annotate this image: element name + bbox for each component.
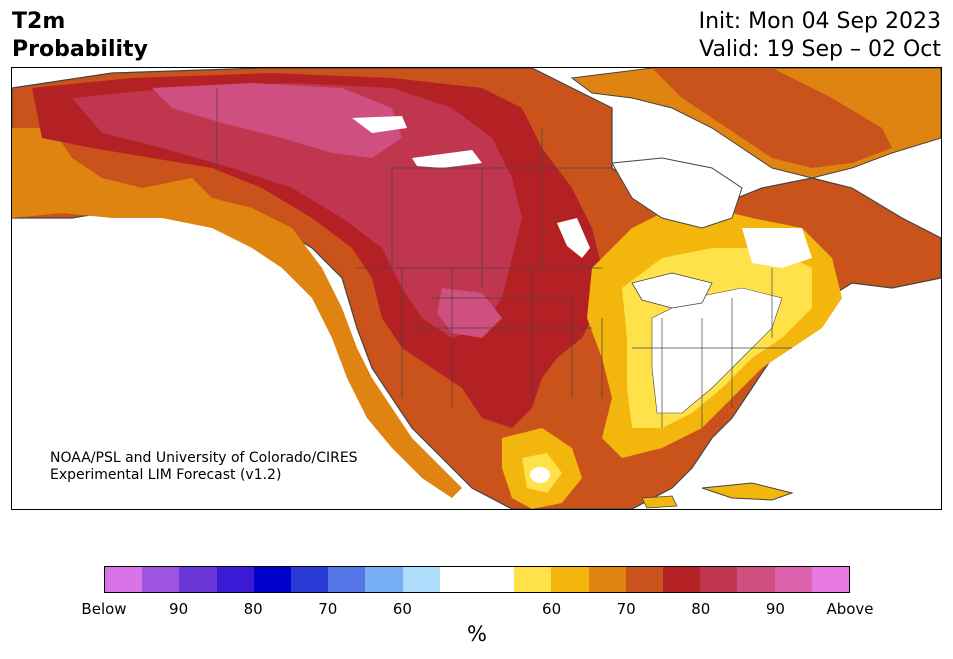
quebec-white (742, 228, 812, 268)
colorbar-tick-label: 70 (318, 600, 338, 618)
colorbar-tick-label: 80 (243, 600, 263, 618)
colorbar-tick-label: 70 (616, 600, 636, 618)
map-panel: NOAA/PSL and University of Colorado/CIRE… (11, 67, 942, 510)
colorbar-cell (439, 567, 478, 592)
west-coast-orange (12, 128, 462, 498)
title-line-2: Probability (12, 37, 148, 62)
forecast-credit: NOAA/PSL and University of Colorado/CIRE… (50, 450, 358, 484)
colorbar (104, 566, 850, 593)
colorbar-cell (328, 567, 366, 592)
colorbar-cell (365, 567, 403, 592)
colorbar-tick-label: 60 (392, 600, 412, 618)
colorbar-tick-label: 80 (691, 600, 711, 618)
colorbar-cell (588, 567, 626, 592)
lake-winnipeg (557, 218, 590, 258)
great-slave-lake (412, 150, 482, 168)
east-white (651, 287, 783, 414)
colorbar-tick-label: 90 (169, 600, 189, 618)
rose-region-north (152, 83, 402, 158)
colorbar-cell (774, 567, 812, 592)
colorbar-cell (216, 567, 254, 592)
colorbar-cell (811, 567, 850, 592)
colorbar-cell (402, 567, 440, 592)
mexico-white (530, 467, 550, 483)
colorbar-unit: % (467, 622, 487, 646)
colorbar-cell (291, 567, 329, 592)
colorbar-cell (625, 567, 664, 592)
colorbar-cell (253, 567, 292, 592)
colorbar-tick-label: 90 (765, 600, 785, 618)
colorbar-cell (477, 567, 515, 592)
colorbar-cell (514, 567, 552, 592)
cuba (701, 482, 794, 501)
probability-map (12, 68, 941, 509)
colorbar-cell (551, 567, 589, 592)
colorbar-cell (700, 567, 738, 592)
valid-date: Valid: 19 Sep – 02 Oct (699, 37, 941, 62)
map-title: T2m Probability (12, 8, 148, 64)
colorbar-cell (179, 567, 217, 592)
colorbar-cell (142, 567, 180, 592)
greenland-core (652, 68, 892, 168)
credit-line-1: NOAA/PSL and University of Colorado/CIRE… (50, 450, 358, 466)
rose-region-central (437, 288, 502, 338)
colorbar-tick-label: 60 (542, 600, 562, 618)
colorbar-cell (663, 567, 701, 592)
colorbar-tick-label: Below (81, 600, 127, 618)
colorbar-tick-label: Above (826, 600, 874, 618)
great-bear-lake (352, 116, 407, 133)
yucatan (641, 495, 678, 509)
great-lakes (631, 272, 713, 309)
title-line-1: T2m (12, 9, 66, 34)
date-info: Init: Mon 04 Sep 2023 Valid: 19 Sep – 02… (699, 8, 941, 64)
init-date: Init: Mon 04 Sep 2023 (698, 9, 941, 34)
colorbar-cell (737, 567, 775, 592)
credit-line-2: Experimental LIM Forecast (v1.2) (50, 467, 282, 483)
political-borders (216, 88, 792, 428)
hudson-bay (611, 157, 743, 229)
crimson-region (72, 83, 522, 338)
colorbar-cell (105, 567, 143, 592)
